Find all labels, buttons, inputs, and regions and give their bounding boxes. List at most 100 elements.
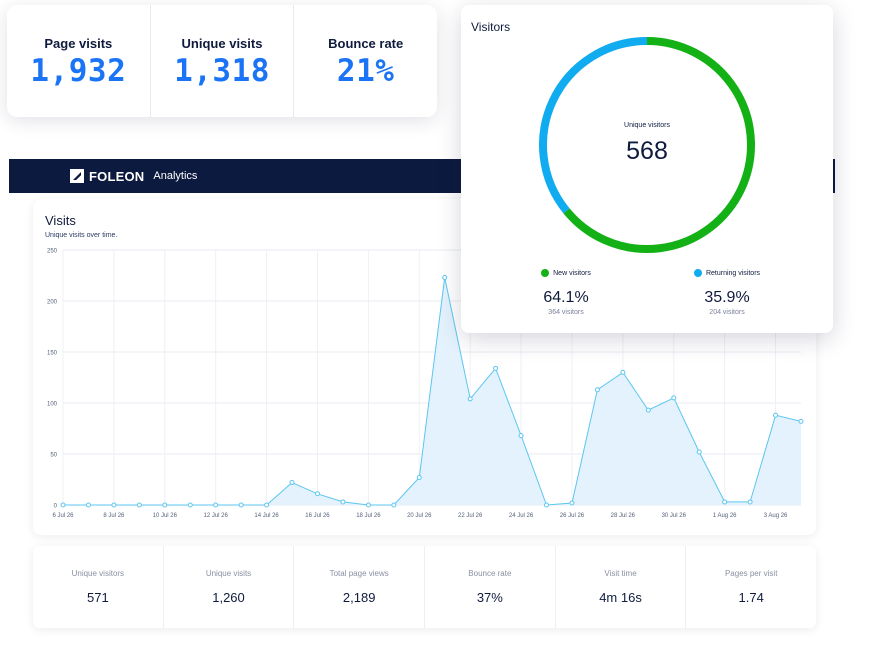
data-point [544, 502, 550, 508]
y-tick-label: 0 [54, 504, 58, 510]
stat-bounce-rate: Bounce rate 21% [293, 5, 437, 117]
data-point [340, 499, 346, 505]
visits-area-fill [63, 277, 801, 505]
stat-label: Visit time [604, 569, 637, 578]
data-point [136, 502, 142, 508]
data-point [416, 474, 422, 480]
data-point [213, 502, 219, 508]
stat-value: 1,318 [174, 52, 270, 89]
stat-label: Bounce rate [468, 569, 512, 578]
stat-label: Unique visits [181, 35, 263, 51]
x-tick-label: 6 Jul 26 [52, 513, 74, 519]
data-point [620, 369, 626, 375]
stat-value: 4m 16s [599, 590, 642, 605]
chart-subtitle: Unique visits over time. [45, 232, 118, 239]
data-point [569, 500, 575, 506]
data-point [238, 502, 244, 508]
stat-value: 1,260 [212, 590, 245, 605]
stat-value: 571 [86, 590, 109, 605]
stat-value: 37% [476, 590, 503, 605]
data-point [289, 480, 295, 486]
x-tick-label: 14 Jul 26 [254, 513, 279, 519]
brand-name: FOLEON [89, 168, 145, 184]
legend-percent: 64.1% [543, 289, 589, 306]
data-point [60, 502, 66, 508]
stat-total-page-views: Total page views 2,189 [293, 546, 424, 628]
stat-value: 2,189 [342, 590, 376, 605]
y-tick-label: 250 [47, 249, 58, 255]
stat-visit-time: Visit time 4m 16s [554, 546, 686, 628]
data-point [187, 502, 193, 508]
donut-slice-returning-visitors[interactable] [539, 37, 648, 214]
legend-returning-visitors: Returning visitors 35.9% 204 visitors [657, 269, 797, 316]
data-point [264, 502, 270, 508]
x-tick-label: 1 Aug 26 [713, 513, 737, 519]
x-tick-label: 10 Jul 26 [153, 513, 178, 519]
visitors-donut-card: Visitors Unique visitors 568 New visitor… [461, 5, 833, 333]
data-point [671, 395, 677, 401]
stat-unique-visits: Unique visits 1,318 [149, 5, 294, 117]
legend-label: New visitors [553, 269, 591, 277]
legend-count: 364 visitors [548, 309, 584, 316]
data-point [391, 502, 397, 508]
y-tick-label: 200 [47, 300, 58, 306]
legend-count: 204 visitors [709, 309, 745, 316]
summary-stats-card: Page visits 1,932 Unique visits 1,318 Bo… [7, 5, 437, 117]
visits-series-line [63, 277, 802, 506]
legend-new-visitors: New visitors 64.1% 364 visitors [496, 269, 636, 316]
visitors-donut-chart [539, 37, 755, 253]
brand-logo[interactable]: FOLEON Analytics [70, 169, 197, 184]
data-point [493, 365, 499, 371]
foleon-logo-icon [70, 169, 84, 183]
data-point [696, 449, 702, 455]
stat-label: Pages per visit [724, 569, 778, 578]
x-tick-label: 20 Jul 26 [407, 513, 432, 519]
y-tick-label: 50 [50, 453, 57, 459]
stat-pages-per-visit: Pages per visit 1.74 [685, 546, 816, 628]
new-visitors-dot-icon [541, 269, 550, 277]
chart-title: Visits [45, 213, 76, 228]
x-tick-label: 28 Jul 26 [611, 513, 636, 519]
data-point [594, 387, 600, 393]
data-point [85, 502, 91, 508]
data-point [467, 396, 473, 402]
stat-value: 21% [336, 52, 395, 89]
x-tick-label: 30 Jul 26 [662, 513, 687, 519]
detail-stats-card: Unique visitors 571 Unique visits 1,260 … [33, 546, 816, 628]
visits-area-chart: 0 50 100 150 200 250 6 Jul 26 8 Jul 26 10 Jul 26… [47, 249, 804, 519]
data-point [773, 412, 779, 418]
stat-unique-visitors: Unique visitors 571 [33, 546, 163, 628]
card-title: Visitors [471, 20, 511, 34]
data-point [314, 491, 320, 497]
data-point [365, 502, 371, 508]
data-point [162, 502, 168, 508]
stat-label: Unique visits [205, 569, 252, 578]
data-point [442, 275, 448, 281]
data-point [722, 499, 728, 505]
legend-label: Returning visitors [705, 269, 761, 277]
data-point [111, 502, 117, 508]
y-tick-label: 150 [47, 351, 58, 357]
data-point [518, 433, 524, 439]
x-tick-label: 16 Jul 26 [305, 513, 330, 519]
x-tick-label: 12 Jul 26 [204, 513, 229, 519]
stat-value: 1,932 [30, 52, 127, 89]
donut-slice-new-visitors[interactable] [563, 37, 755, 253]
x-tick-label: 22 Jul 26 [458, 513, 483, 519]
x-tick-label: 26 Jul 26 [560, 513, 585, 519]
x-tick-label: 18 Jul 26 [356, 513, 381, 519]
stat-value: 1.74 [738, 590, 764, 605]
donut-center-value: 568 [626, 137, 668, 165]
data-point [798, 418, 804, 424]
stat-label: Bounce rate [328, 35, 404, 51]
data-point [747, 499, 753, 505]
stat-label: Total page views [329, 569, 389, 578]
donut-center-label: Unique visitors [624, 122, 670, 129]
x-tick-label: 8 Jul 26 [103, 513, 125, 519]
section-name: Analytics [153, 170, 198, 182]
stat-bounce-rate: Bounce rate 37% [424, 546, 555, 628]
y-tick-label: 100 [47, 402, 58, 408]
stat-label: Unique visitors [71, 569, 125, 578]
stat-label: Page visits [44, 35, 113, 51]
returning-visitors-dot-icon [693, 269, 702, 277]
